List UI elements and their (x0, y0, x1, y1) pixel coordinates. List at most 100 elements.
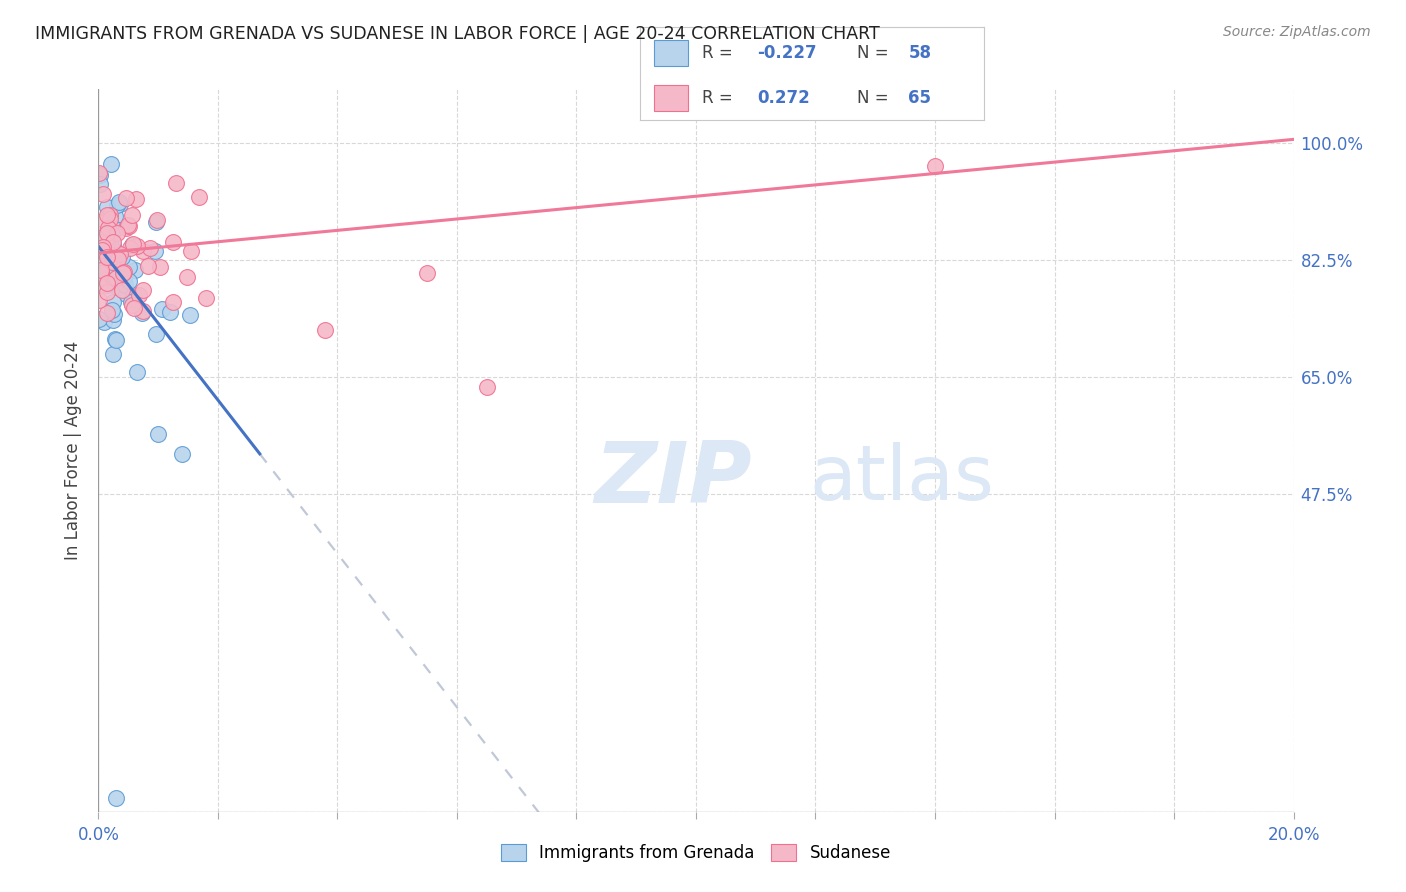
Point (924, 159, 946, 173)
Point (96, 200, 118, 214)
Point (121, 208, 143, 222)
Point (103, 307, 125, 321)
Legend: Immigrants from Grenada, Sudanese: Immigrants from Grenada, Sudanese (495, 837, 897, 869)
Point (121, 298, 143, 312)
Point (122, 287, 145, 301)
Point (118, 274, 141, 288)
Text: N =: N = (856, 89, 894, 107)
Point (124, 192, 146, 206)
Text: -0.227: -0.227 (756, 44, 817, 62)
Point (132, 244, 155, 258)
Y-axis label: In Labor Force | Age 20-24: In Labor Force | Age 20-24 (65, 341, 83, 560)
Point (139, 241, 162, 255)
Point (125, 239, 148, 253)
Point (98, 267, 121, 281)
Point (107, 252, 129, 266)
Point (110, 197, 132, 211)
Point (96, 208, 118, 222)
Point (108, 247, 131, 261)
Point (89, 178, 111, 192)
Point (128, 287, 150, 301)
Point (87, 215, 110, 229)
Point (165, 176, 187, 190)
Text: 0.272: 0.272 (756, 89, 810, 107)
Point (105, 271, 128, 285)
Point (97, 221, 120, 235)
Point (89, 293, 111, 307)
Point (98, 270, 121, 285)
Point (105, 280, 128, 294)
Point (152, 302, 174, 317)
Point (89, 168, 111, 182)
Point (101, 255, 124, 269)
Point (93, 315, 115, 329)
Point (132, 304, 155, 318)
Point (87, 278, 110, 293)
Point (101, 312, 124, 326)
Point (96, 227, 118, 241)
Point (475, 380, 498, 394)
Point (94, 264, 117, 278)
Point (176, 269, 198, 284)
Point (104, 209, 127, 223)
Point (100, 157, 122, 171)
Point (100, 303, 122, 318)
Text: ZIP: ZIP (595, 438, 752, 521)
Point (96, 305, 118, 319)
Point (112, 269, 135, 284)
Point (105, 226, 128, 240)
Point (145, 213, 167, 227)
Point (149, 260, 172, 274)
Point (98, 208, 121, 222)
Point (180, 244, 202, 258)
Text: R =: R = (702, 89, 742, 107)
Point (94, 231, 117, 245)
Point (100, 245, 122, 260)
Point (112, 265, 135, 279)
Point (97, 229, 120, 244)
Point (96, 276, 118, 290)
Point (98, 251, 121, 265)
Point (122, 236, 145, 251)
Point (107, 198, 129, 212)
Point (100, 251, 122, 265)
Bar (654, 40, 688, 66)
Point (188, 190, 211, 204)
Point (120, 294, 142, 309)
Point (103, 347, 125, 361)
Point (131, 283, 153, 297)
Point (159, 305, 181, 319)
Point (94, 228, 117, 243)
Point (96, 285, 118, 300)
Point (143, 244, 166, 258)
Point (101, 235, 124, 249)
Point (138, 259, 160, 273)
Point (115, 221, 138, 235)
Point (162, 235, 184, 250)
Point (117, 218, 139, 232)
Point (101, 258, 124, 272)
Point (145, 214, 167, 228)
Text: IMMIGRANTS FROM GRENADA VS SUDANESE IN LABOR FORCE | AGE 20-24 CORRELATION CHART: IMMIGRANTS FROM GRENADA VS SUDANESE IN L… (35, 25, 880, 43)
Point (121, 238, 143, 252)
Point (89, 263, 111, 277)
Point (89, 165, 111, 179)
Text: 65: 65 (908, 89, 931, 107)
Point (100, 248, 122, 262)
Bar (654, 85, 688, 111)
Point (93, 228, 115, 243)
Point (179, 308, 201, 322)
Point (98, 265, 121, 279)
Point (96, 236, 118, 251)
Point (98, 242, 121, 256)
Text: N =: N = (856, 44, 894, 62)
Point (111, 283, 134, 297)
Point (89, 227, 111, 241)
Point (89, 277, 111, 292)
Point (91, 186, 114, 201)
Point (96, 278, 118, 293)
Point (120, 241, 142, 255)
Point (118, 219, 141, 234)
Point (105, 250, 128, 264)
Point (111, 266, 134, 280)
